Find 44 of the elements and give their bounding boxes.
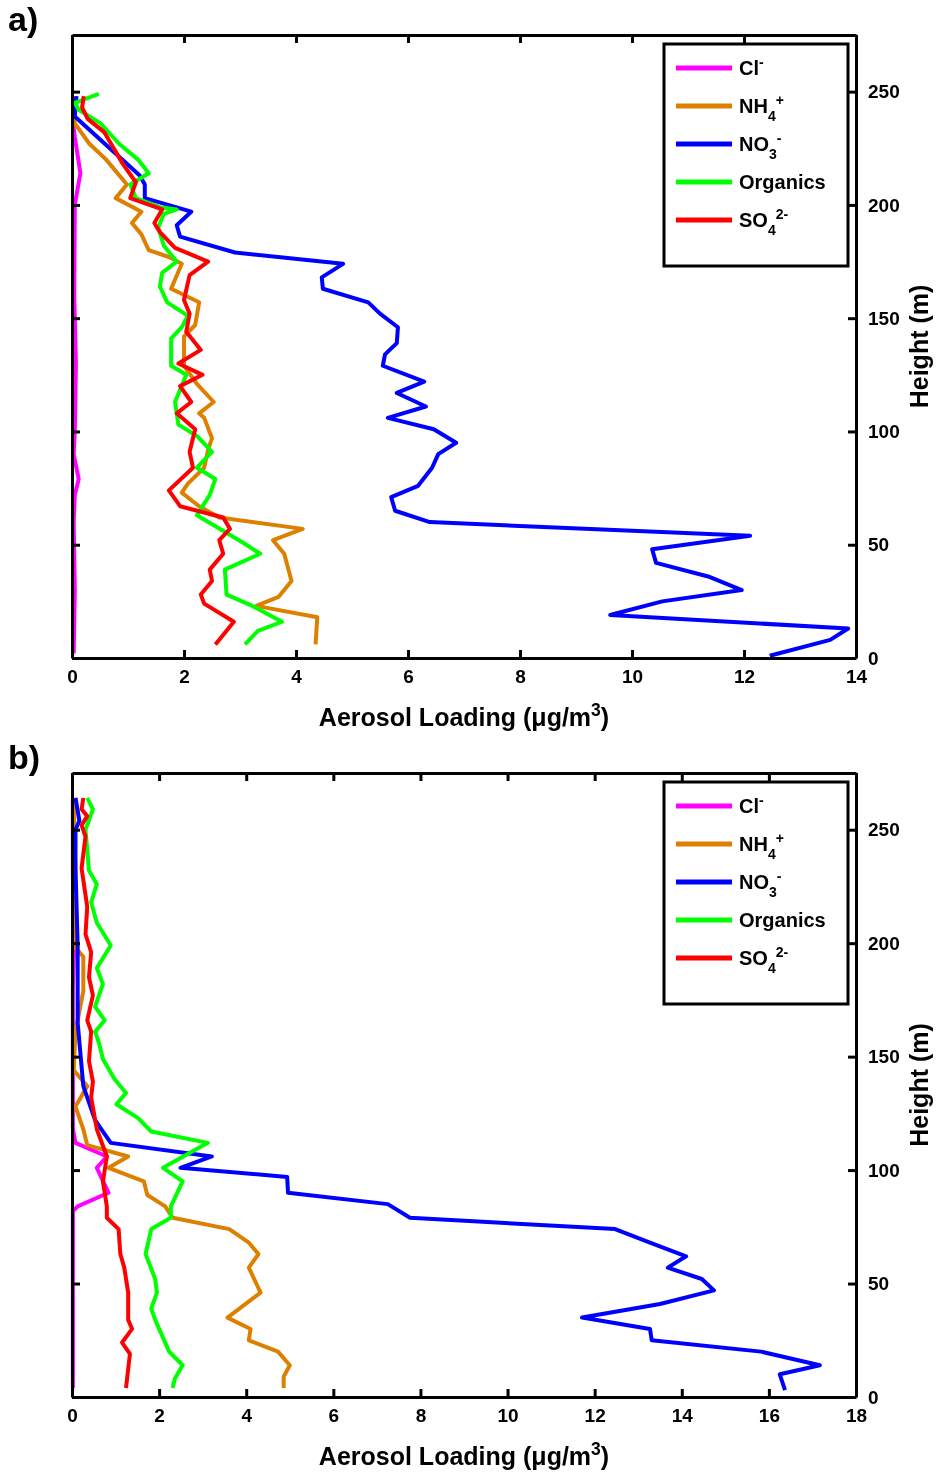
y-tick-label: 150 — [868, 1046, 900, 1068]
y-tick-label: 250 — [868, 819, 900, 841]
x-tick-label: 14 — [671, 1405, 694, 1427]
x-tick-label: 4 — [241, 1405, 253, 1427]
x-tick-label: 18 — [845, 1405, 868, 1427]
x-tick-label: 10 — [621, 666, 644, 688]
x-tick-label: 12 — [733, 666, 756, 688]
x-axis-title: Aerosol Loading (μg/m$^{3}$) — [318, 1439, 610, 1470]
line-series — [83, 795, 210, 1390]
x-tick-label: 6 — [328, 1405, 340, 1427]
y-tick-label: 50 — [868, 534, 890, 556]
line-series — [72, 94, 851, 658]
y-axis-title: Height (m) — [905, 284, 933, 409]
line-series — [79, 795, 135, 1390]
x-tick-label: 2 — [179, 666, 190, 688]
x-axis-title: Aerosol Loading (μg/m$^{3}$) — [318, 700, 610, 731]
line-series — [80, 94, 236, 647]
y-tick-label: 200 — [868, 932, 900, 954]
y-axis-title: Height (m) — [905, 1023, 933, 1147]
legend-label: Cl$^{-}$ — [739, 792, 764, 817]
y-tick-label: 150 — [868, 307, 900, 329]
x-tick-label: 14 — [845, 666, 868, 688]
chart-title: b) — [8, 738, 41, 776]
x-tick-label: 0 — [67, 1405, 78, 1427]
y-tick-label: 100 — [868, 421, 900, 443]
x-tick-label: 10 — [497, 1405, 519, 1427]
x-tick-label: 8 — [415, 1405, 427, 1427]
y-tick-label: 0 — [868, 647, 879, 669]
legend-label: Organics — [739, 909, 826, 931]
x-tick-label: 12 — [584, 1405, 606, 1427]
x-tick-label: 8 — [515, 666, 526, 688]
x-tick-label: 2 — [154, 1405, 165, 1427]
y-tick-label: 200 — [868, 194, 900, 216]
x-tick-label: 4 — [291, 666, 303, 688]
x-tick-label: 6 — [403, 666, 414, 688]
y-tick-label: 100 — [868, 1159, 900, 1181]
y-tick-label: 0 — [868, 1386, 879, 1408]
legend-label: Organics — [739, 171, 826, 193]
y-tick-label: 50 — [868, 1273, 890, 1295]
x-tick-label: 16 — [758, 1405, 780, 1427]
legend-label: Cl$^{-}$ — [739, 54, 764, 79]
chart-title: a) — [8, 0, 39, 38]
y-tick-label: 250 — [868, 81, 900, 103]
x-tick-label: 0 — [67, 666, 78, 688]
